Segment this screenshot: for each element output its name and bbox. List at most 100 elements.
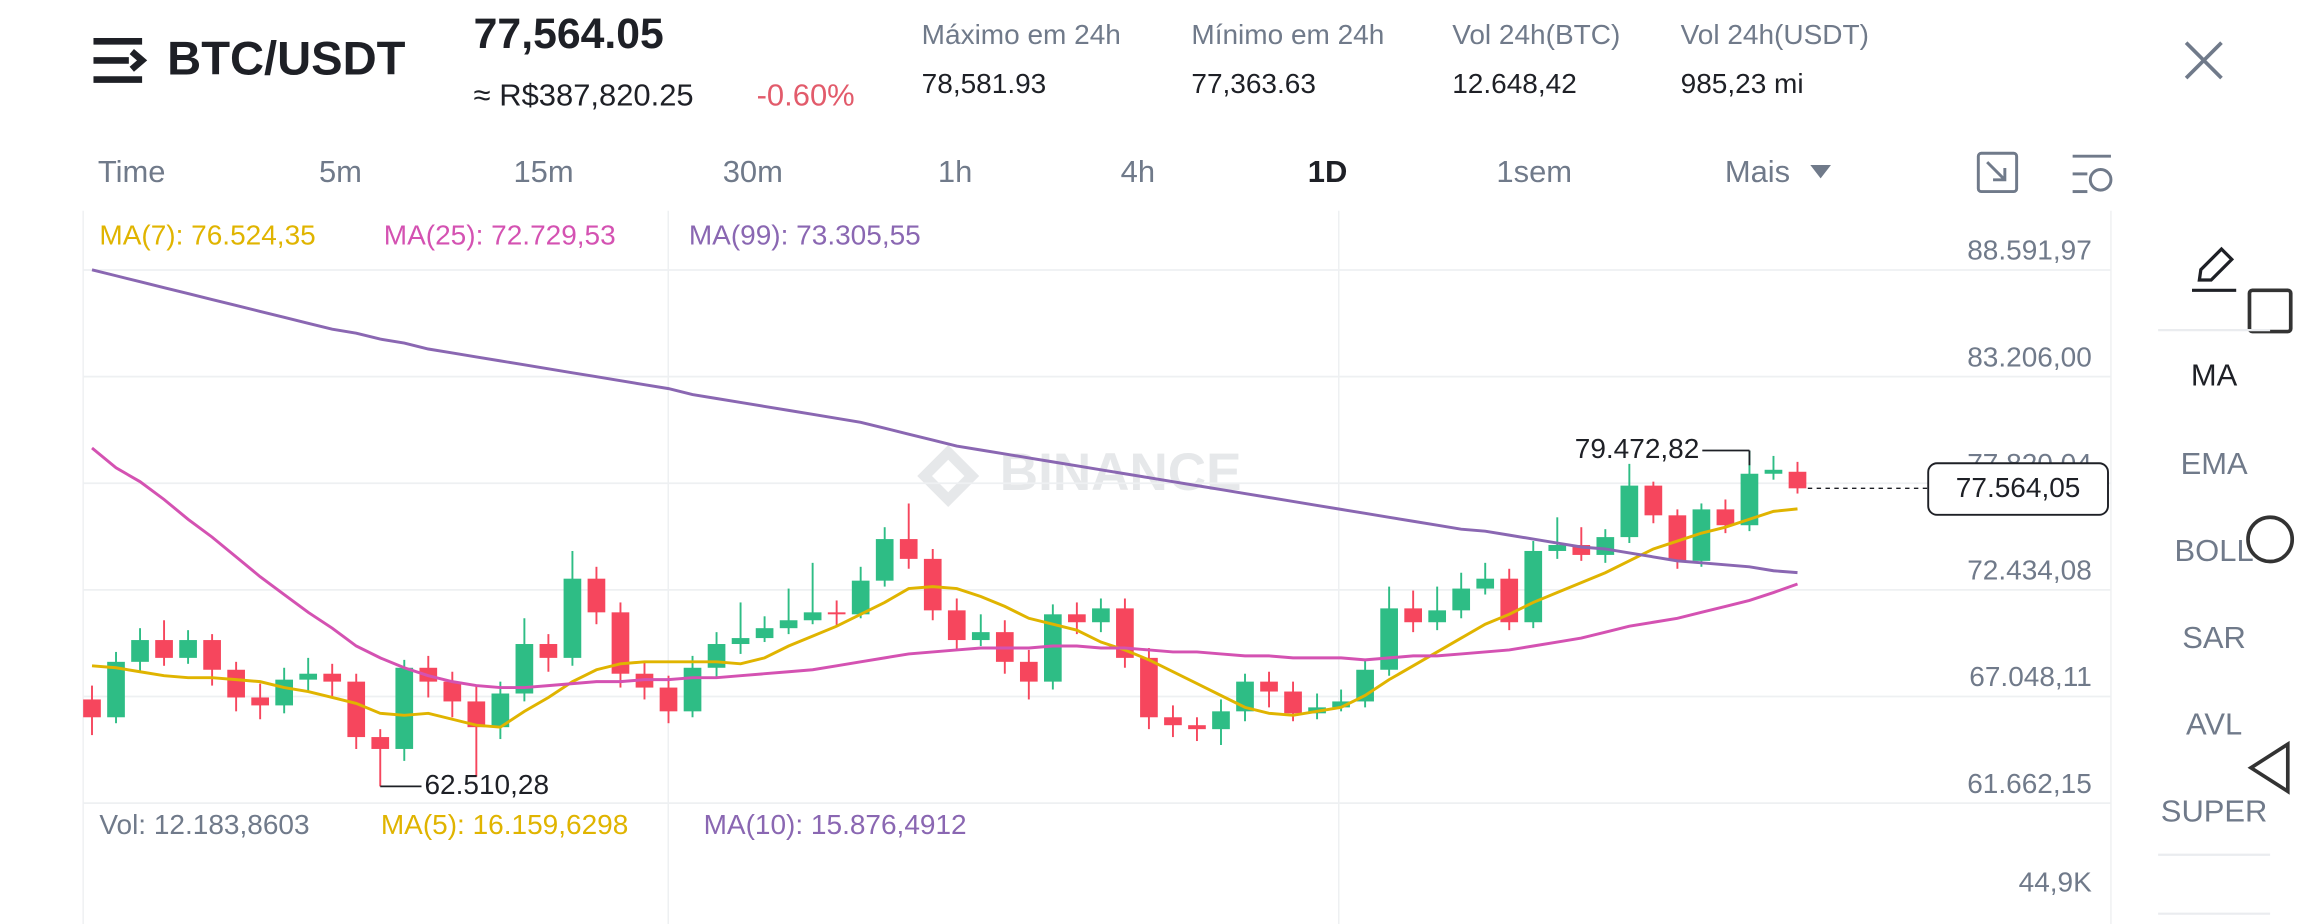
indicator-tab[interactable]: AVL <box>2186 707 2242 742</box>
candle-body <box>1116 608 1134 658</box>
volume-legend: MA(10): 15.876,4912 <box>704 809 967 840</box>
candle-body <box>1019 661 1038 682</box>
stat-label: Mínimo em 24h <box>1191 19 1384 50</box>
stat-label: Vol 24h(USDT) <box>1681 19 1869 50</box>
timeframe-tab[interactable]: Time <box>98 154 166 189</box>
candle-body <box>707 644 726 668</box>
max-label: 79.472,82 <box>1575 433 1700 464</box>
candle-body <box>587 578 606 613</box>
stat-value: 78,581.93 <box>922 68 1047 99</box>
fullscreen-icon[interactable] <box>1976 151 2019 194</box>
settings-icon[interactable] <box>2072 154 2113 194</box>
candle-body <box>443 681 462 702</box>
candle-body <box>1572 545 1591 555</box>
candle-body <box>1332 701 1350 708</box>
candle-body <box>515 644 534 694</box>
nav-triangle[interactable] <box>2247 740 2290 795</box>
y-tick-label: 61.662,15 <box>1967 768 2092 799</box>
stat-value: 77,363.63 <box>1191 68 1316 99</box>
candle-body <box>971 632 990 641</box>
candle-body <box>299 673 318 680</box>
candle-body <box>1740 473 1759 526</box>
candle-body <box>851 580 870 615</box>
candle-body <box>1044 614 1062 682</box>
candle-body <box>875 539 894 581</box>
pencil <box>2197 246 2235 282</box>
candle-body <box>347 681 366 738</box>
candle-body <box>827 612 846 615</box>
timeframe-tab[interactable]: Mais <box>1725 154 1790 189</box>
draw-tool[interactable] <box>2192 246 2237 292</box>
candle-body <box>1524 550 1543 623</box>
candle-body <box>227 669 245 698</box>
ma-legend: MA(99): 73.305,55 <box>689 220 921 251</box>
timeframe-tab[interactable]: 5m <box>319 154 362 189</box>
candle-body <box>1284 691 1302 714</box>
menu-arrow <box>129 49 148 72</box>
ma-line <box>91 507 1798 729</box>
timeframe-tab[interactable]: 1h <box>938 154 972 189</box>
candle-body <box>251 697 269 706</box>
candle-body <box>203 640 221 670</box>
stat-label: Vol 24h(BTC) <box>1452 19 1620 50</box>
ma-legend: MA(25): 72.729,53 <box>384 220 616 251</box>
ma-legend: MA(7): 76.524,35 <box>99 220 315 251</box>
indicator-tab[interactable]: BOLL <box>2175 533 2254 568</box>
price-change: -0.60% <box>757 77 855 112</box>
volume-axis-label: 44,9K <box>2019 867 2092 898</box>
last-price-label: 77.564,05 <box>1956 472 2081 503</box>
candle-body <box>779 620 798 629</box>
indicator-tab[interactable]: MA <box>2191 357 2238 392</box>
timeframe-tab[interactable]: 4h <box>1121 154 1155 189</box>
stat-label: Máximo em 24h <box>922 19 1121 50</box>
indicator-tab[interactable]: SUPER <box>2161 794 2268 829</box>
indicator-tab[interactable]: EMA <box>2181 446 2248 481</box>
timeframe-tab[interactable]: 15m <box>513 154 573 189</box>
icon-frame <box>1976 151 2019 194</box>
candle-body <box>803 612 822 621</box>
icon-arrow <box>1986 161 2007 182</box>
close-stroke <box>2184 41 2223 80</box>
indicator-tab[interactable]: SAR <box>2182 620 2246 655</box>
ma-line <box>91 446 1798 690</box>
volume-legend: MA(5): 16.159,6298 <box>381 809 629 840</box>
candle-body <box>611 612 630 674</box>
candle-body <box>731 638 750 645</box>
candle-body <box>491 693 510 728</box>
candle-body <box>947 610 966 641</box>
candle-body <box>683 667 702 712</box>
candle-body <box>1212 711 1230 730</box>
candle-body <box>923 558 942 611</box>
nav-overlay <box>2246 288 2295 795</box>
icon-gear <box>2088 168 2113 192</box>
candle-body <box>1428 610 1447 623</box>
watermark-logo <box>917 445 980 507</box>
candle-body <box>899 539 918 559</box>
y-tick-label: 67.048,11 <box>1969 661 2091 692</box>
candle-body <box>1260 681 1278 692</box>
volume-legend: Vol: 12.183,8603 <box>99 809 309 840</box>
close-button[interactable] <box>2184 41 2223 80</box>
nav-square[interactable] <box>2247 288 2293 334</box>
nav-circle[interactable] <box>2246 515 2295 564</box>
stat-value: 12.648,42 <box>1452 68 1577 99</box>
candle-body <box>395 667 414 749</box>
candle-body <box>155 640 173 658</box>
candle-body <box>179 640 197 658</box>
candle-body <box>1644 485 1663 516</box>
candle-body <box>107 661 125 718</box>
timeframe-tab[interactable]: 30m <box>723 154 783 189</box>
candle-body <box>467 701 486 728</box>
candle-body <box>1068 614 1086 623</box>
candle-body <box>371 737 390 749</box>
candle-body <box>1692 509 1711 561</box>
timeframe-tab[interactable]: 1sem <box>1496 154 1572 189</box>
timeframe-tab[interactable]: 1D <box>1308 154 1348 189</box>
candle-body <box>563 578 582 658</box>
menu-icon[interactable] <box>93 37 148 83</box>
candle-body <box>131 640 149 662</box>
local-price: ≈ R$387,820.25 <box>474 77 694 112</box>
candle-body <box>755 628 774 639</box>
candle-body <box>1188 725 1206 730</box>
